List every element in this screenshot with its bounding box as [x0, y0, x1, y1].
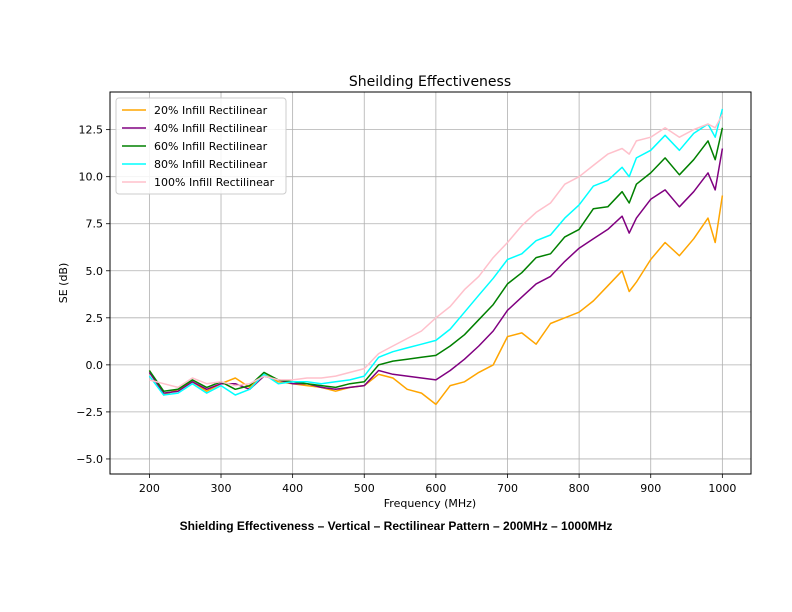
x-tick-label: 200	[139, 482, 160, 495]
y-tick-label: 7.5	[86, 218, 104, 231]
grid-lines	[110, 92, 751, 474]
y-tick-label: 10.0	[79, 171, 104, 184]
series-lines	[148, 108, 724, 406]
chart-title: Sheilding Effectiveness	[349, 74, 511, 90]
x-axis-ticks: 200 300 400 500 600 700 800 900 1000	[139, 474, 736, 495]
series-line	[149, 114, 724, 389]
legend-label: 100% Infill Rectilinear	[154, 176, 275, 189]
y-tick-label: 0.0	[86, 359, 104, 372]
legend-label: 20% Infill Rectilinear	[154, 104, 268, 117]
y-tick-label: 2.5	[86, 312, 104, 325]
x-tick-label: 900	[640, 482, 661, 495]
legend-box	[115, 97, 287, 195]
series-line	[148, 127, 724, 392]
x-tick-label: 400	[282, 482, 303, 495]
x-tick-label: 600	[425, 482, 446, 495]
y-tick-label: 5.0	[86, 265, 104, 278]
x-tick-label: 300	[211, 482, 232, 495]
y-tick-label: −2.5	[76, 406, 103, 419]
y-axis-ticks: −5.0 −2.5 0.0 2.5 5.0 7.5 10.0 12.5	[76, 124, 110, 466]
x-tick-label: 800	[569, 482, 590, 495]
legend: 20% Infill Rectilinear 40% Infill Rectili…	[115, 97, 287, 195]
y-tick-label: −5.0	[76, 453, 103, 466]
x-tick-label: 700	[497, 482, 518, 495]
x-tick-label: 500	[354, 482, 375, 495]
x-tick-label: 1000	[708, 482, 736, 495]
figure-caption: Shielding Effectiveness – Vertical – Rec…	[179, 519, 613, 533]
x-axis-label: Frequency (MHz)	[384, 497, 476, 510]
y-tick-label: 12.5	[79, 124, 104, 137]
series-line	[148, 195, 724, 406]
legend-label: 60% Infill Rectilinear	[154, 140, 268, 153]
y-axis-label: SE (dB)	[57, 263, 70, 304]
legend-label: 80% Infill Rectilinear	[154, 158, 268, 171]
legend-label: 40% Infill Rectilinear	[154, 122, 268, 135]
plot-area	[109, 91, 752, 475]
series-line	[148, 108, 724, 396]
